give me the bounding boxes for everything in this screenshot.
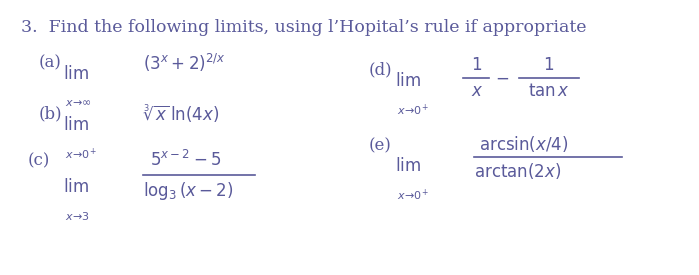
Text: $x\!\rightarrow\!0^{+}$: $x\!\rightarrow\!0^{+}$ [65,146,96,162]
Text: (b): (b) [38,106,62,123]
Text: $x\!\rightarrow\!0^{+}$: $x\!\rightarrow\!0^{+}$ [397,102,428,118]
Text: $\lim$: $\lim$ [63,178,89,196]
Text: (c): (c) [28,152,50,169]
Text: $\lim$: $\lim$ [395,157,421,175]
Text: $1$: $1$ [471,56,482,74]
Text: $5^{x-2}-5$: $5^{x-2}-5$ [150,149,222,170]
Text: 3.  Find the following limits, using l’Hopital’s rule if appropriate: 3. Find the following limits, using l’Ho… [21,19,586,36]
Text: $-$: $-$ [495,69,509,87]
Text: $x$: $x$ [470,82,483,100]
Text: $\lim$: $\lim$ [63,65,89,83]
Text: $\arctan(2x)$: $\arctan(2x)$ [474,161,561,181]
Text: $(3^{x}+2)^{2/x}$: $(3^{x}+2)^{2/x}$ [143,52,226,74]
Text: $x\!\rightarrow\!0^{+}$: $x\!\rightarrow\!0^{+}$ [397,188,428,203]
Text: $\sqrt[3]{x}\,\ln(4x)$: $\sqrt[3]{x}\,\ln(4x)$ [143,103,219,125]
Text: (e): (e) [369,137,392,154]
Text: (d): (d) [369,62,393,79]
Text: $\lim$: $\lim$ [395,72,421,90]
Text: $\lim$: $\lim$ [63,116,89,134]
Text: $\arcsin(x/4)$: $\arcsin(x/4)$ [479,134,568,154]
Text: $\tan x$: $\tan x$ [528,82,570,100]
Text: $x\!\rightarrow\!\infty$: $x\!\rightarrow\!\infty$ [65,98,92,108]
Text: (a): (a) [38,55,62,72]
Text: $x\!\rightarrow\!3$: $x\!\rightarrow\!3$ [65,210,90,222]
Text: $1$: $1$ [543,56,554,74]
Text: $\log_3(x-2)$: $\log_3(x-2)$ [143,180,233,202]
